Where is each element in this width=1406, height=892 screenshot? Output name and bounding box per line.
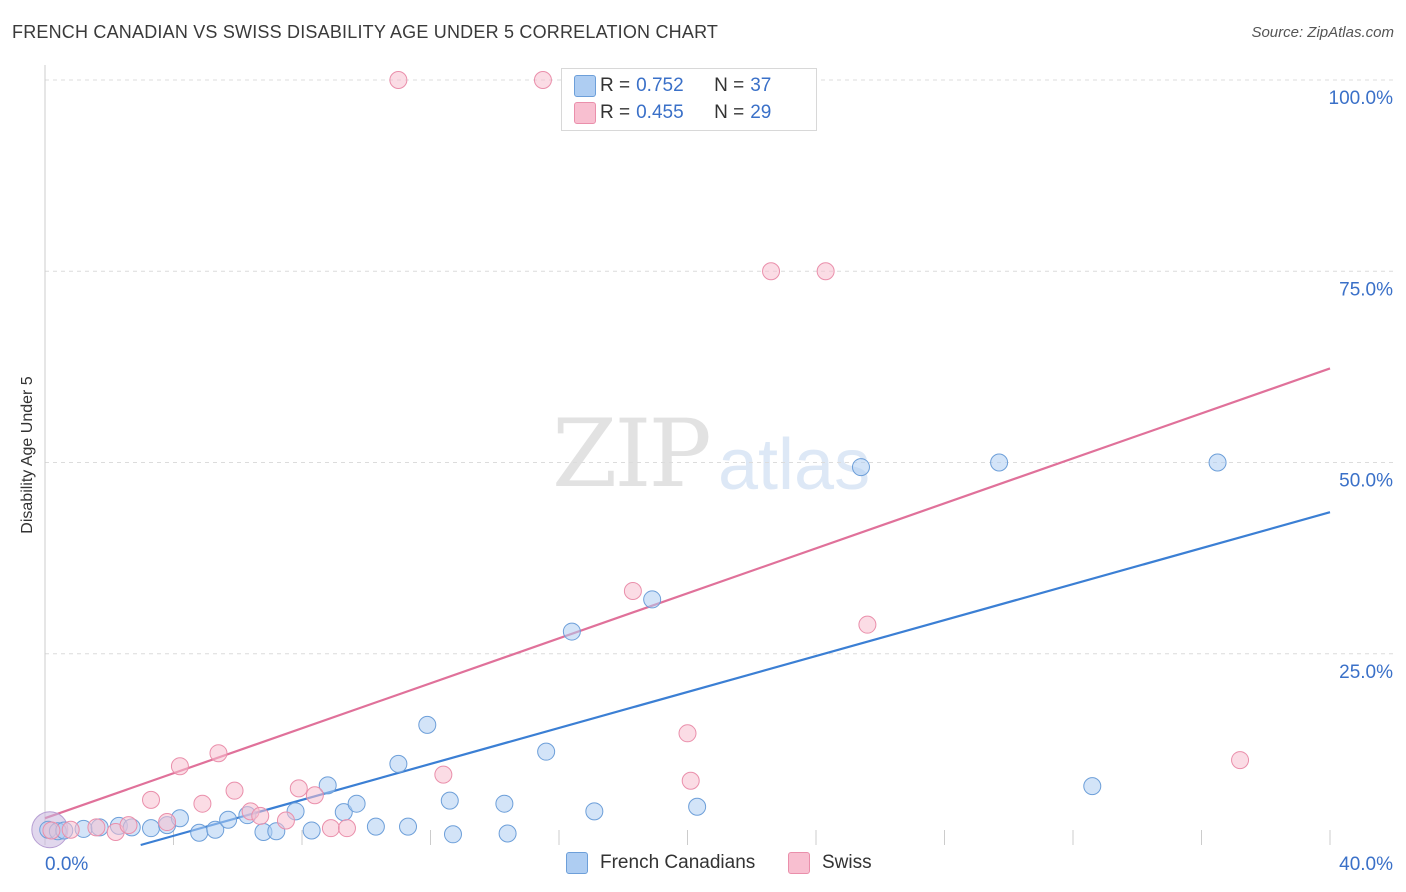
point-french-canadians xyxy=(495,794,514,813)
point-swiss xyxy=(681,771,700,790)
point-swiss xyxy=(170,757,189,776)
point-french-canadians xyxy=(443,825,462,844)
point-swiss xyxy=(337,819,356,838)
legend-label-french-canadians: French Canadians xyxy=(600,852,756,873)
point-french-canadians xyxy=(990,453,1009,472)
point-swiss xyxy=(762,262,781,281)
legend-swatch-swiss xyxy=(574,102,596,124)
point-swiss xyxy=(305,786,324,805)
point-french-canadians xyxy=(498,824,517,843)
legend-row-swiss: R = 0.455 N = 29 xyxy=(574,100,772,126)
legend-label-swiss: Swiss xyxy=(822,852,872,873)
legend-r-value: 0.455 xyxy=(636,102,684,123)
point-swiss xyxy=(209,744,228,763)
legend-swatch-french-canadians xyxy=(566,852,588,874)
point-french-canadians xyxy=(318,776,337,795)
point-french-canadians xyxy=(206,820,225,839)
point-french-canadians xyxy=(688,797,707,816)
tick-label-layer: 25.0% 50.0% 75.0% 100.0% 0.0% 40.0% xyxy=(45,88,1393,875)
y-tick-label: 75.0% xyxy=(1339,279,1393,300)
legend-n-label: N = xyxy=(714,75,745,96)
legend-item-swiss: Swiss xyxy=(788,852,872,874)
point-french-canadians xyxy=(537,742,556,761)
x-tick-label: 40.0% xyxy=(1339,854,1393,875)
point-french-canadians xyxy=(347,794,366,813)
point-swiss xyxy=(142,790,161,809)
point-swiss xyxy=(816,262,835,281)
point-swiss xyxy=(289,779,308,798)
point-french-canadians xyxy=(440,791,459,810)
point-french-canadians xyxy=(1083,777,1102,796)
point-swiss xyxy=(158,813,177,832)
watermark-zip: ZIP xyxy=(552,400,712,509)
grid-layer xyxy=(45,79,1395,655)
point-swiss xyxy=(434,765,453,784)
point-swiss xyxy=(858,615,877,634)
point-french-canadians xyxy=(562,622,581,641)
watermark-atlas: atlas xyxy=(718,425,871,505)
point-french-canadians xyxy=(399,817,418,836)
legend-swatch-french-canadians xyxy=(574,75,596,97)
point-french-canadians xyxy=(302,821,321,840)
point-swiss xyxy=(193,794,212,813)
point-swiss xyxy=(321,819,340,838)
point-french-canadians xyxy=(851,458,870,477)
y-tick-label: 50.0% xyxy=(1339,471,1393,492)
legend-n-value: 29 xyxy=(750,102,772,123)
point-swiss xyxy=(225,781,244,800)
legend-r-label: R = xyxy=(600,75,631,96)
legend-row-french-canadians: R = 0.752 N = 37 xyxy=(574,73,772,99)
legend-n-value: 37 xyxy=(750,75,772,96)
y-tick-label: 25.0% xyxy=(1339,662,1393,683)
legend-r-label: R = xyxy=(600,102,631,123)
point-french-canadians xyxy=(190,823,209,842)
point-swiss xyxy=(533,71,552,89)
point-swiss xyxy=(623,582,642,601)
legend-swatch-swiss xyxy=(788,852,810,874)
x-tick-label: 0.0% xyxy=(45,854,88,875)
point-swiss xyxy=(251,806,270,825)
point-french-canadians xyxy=(1208,453,1227,472)
point-swiss xyxy=(389,71,408,89)
point-french-canadians xyxy=(219,810,238,829)
point-swiss xyxy=(678,724,697,743)
trend-layer xyxy=(44,367,1331,847)
point-swiss xyxy=(87,818,106,837)
point-swiss xyxy=(276,811,295,830)
point-swiss xyxy=(61,820,80,839)
legend-n-label: N = xyxy=(714,102,745,123)
trendline-swiss xyxy=(44,367,1331,820)
point-french-canadians xyxy=(585,802,604,821)
point-french-canadians xyxy=(418,715,437,734)
point-french-canadians xyxy=(142,819,161,838)
point-swiss xyxy=(1231,751,1250,770)
point-swiss xyxy=(42,821,61,840)
chart-title: FRENCH CANADIAN VS SWISS DISABILITY AGE … xyxy=(12,22,719,42)
source-label: Source: ZipAtlas.com xyxy=(1251,24,1394,41)
point-french-canadians xyxy=(366,817,385,836)
trendline-french-canadians xyxy=(140,511,1331,847)
legend-r-value: 0.752 xyxy=(636,75,684,96)
y-tick-label: 100.0% xyxy=(1329,88,1394,109)
point-swiss xyxy=(119,816,138,835)
legend-item-french-canadians: French Canadians xyxy=(566,852,755,874)
correlation-legend: R = 0.752 N = 37 R = 0.455 N = 29 xyxy=(561,68,817,131)
point-layer xyxy=(31,71,1250,849)
point-french-canadians xyxy=(643,590,662,609)
series-legend: French Canadians Swiss xyxy=(0,852,1406,878)
point-french-canadians xyxy=(389,754,408,773)
